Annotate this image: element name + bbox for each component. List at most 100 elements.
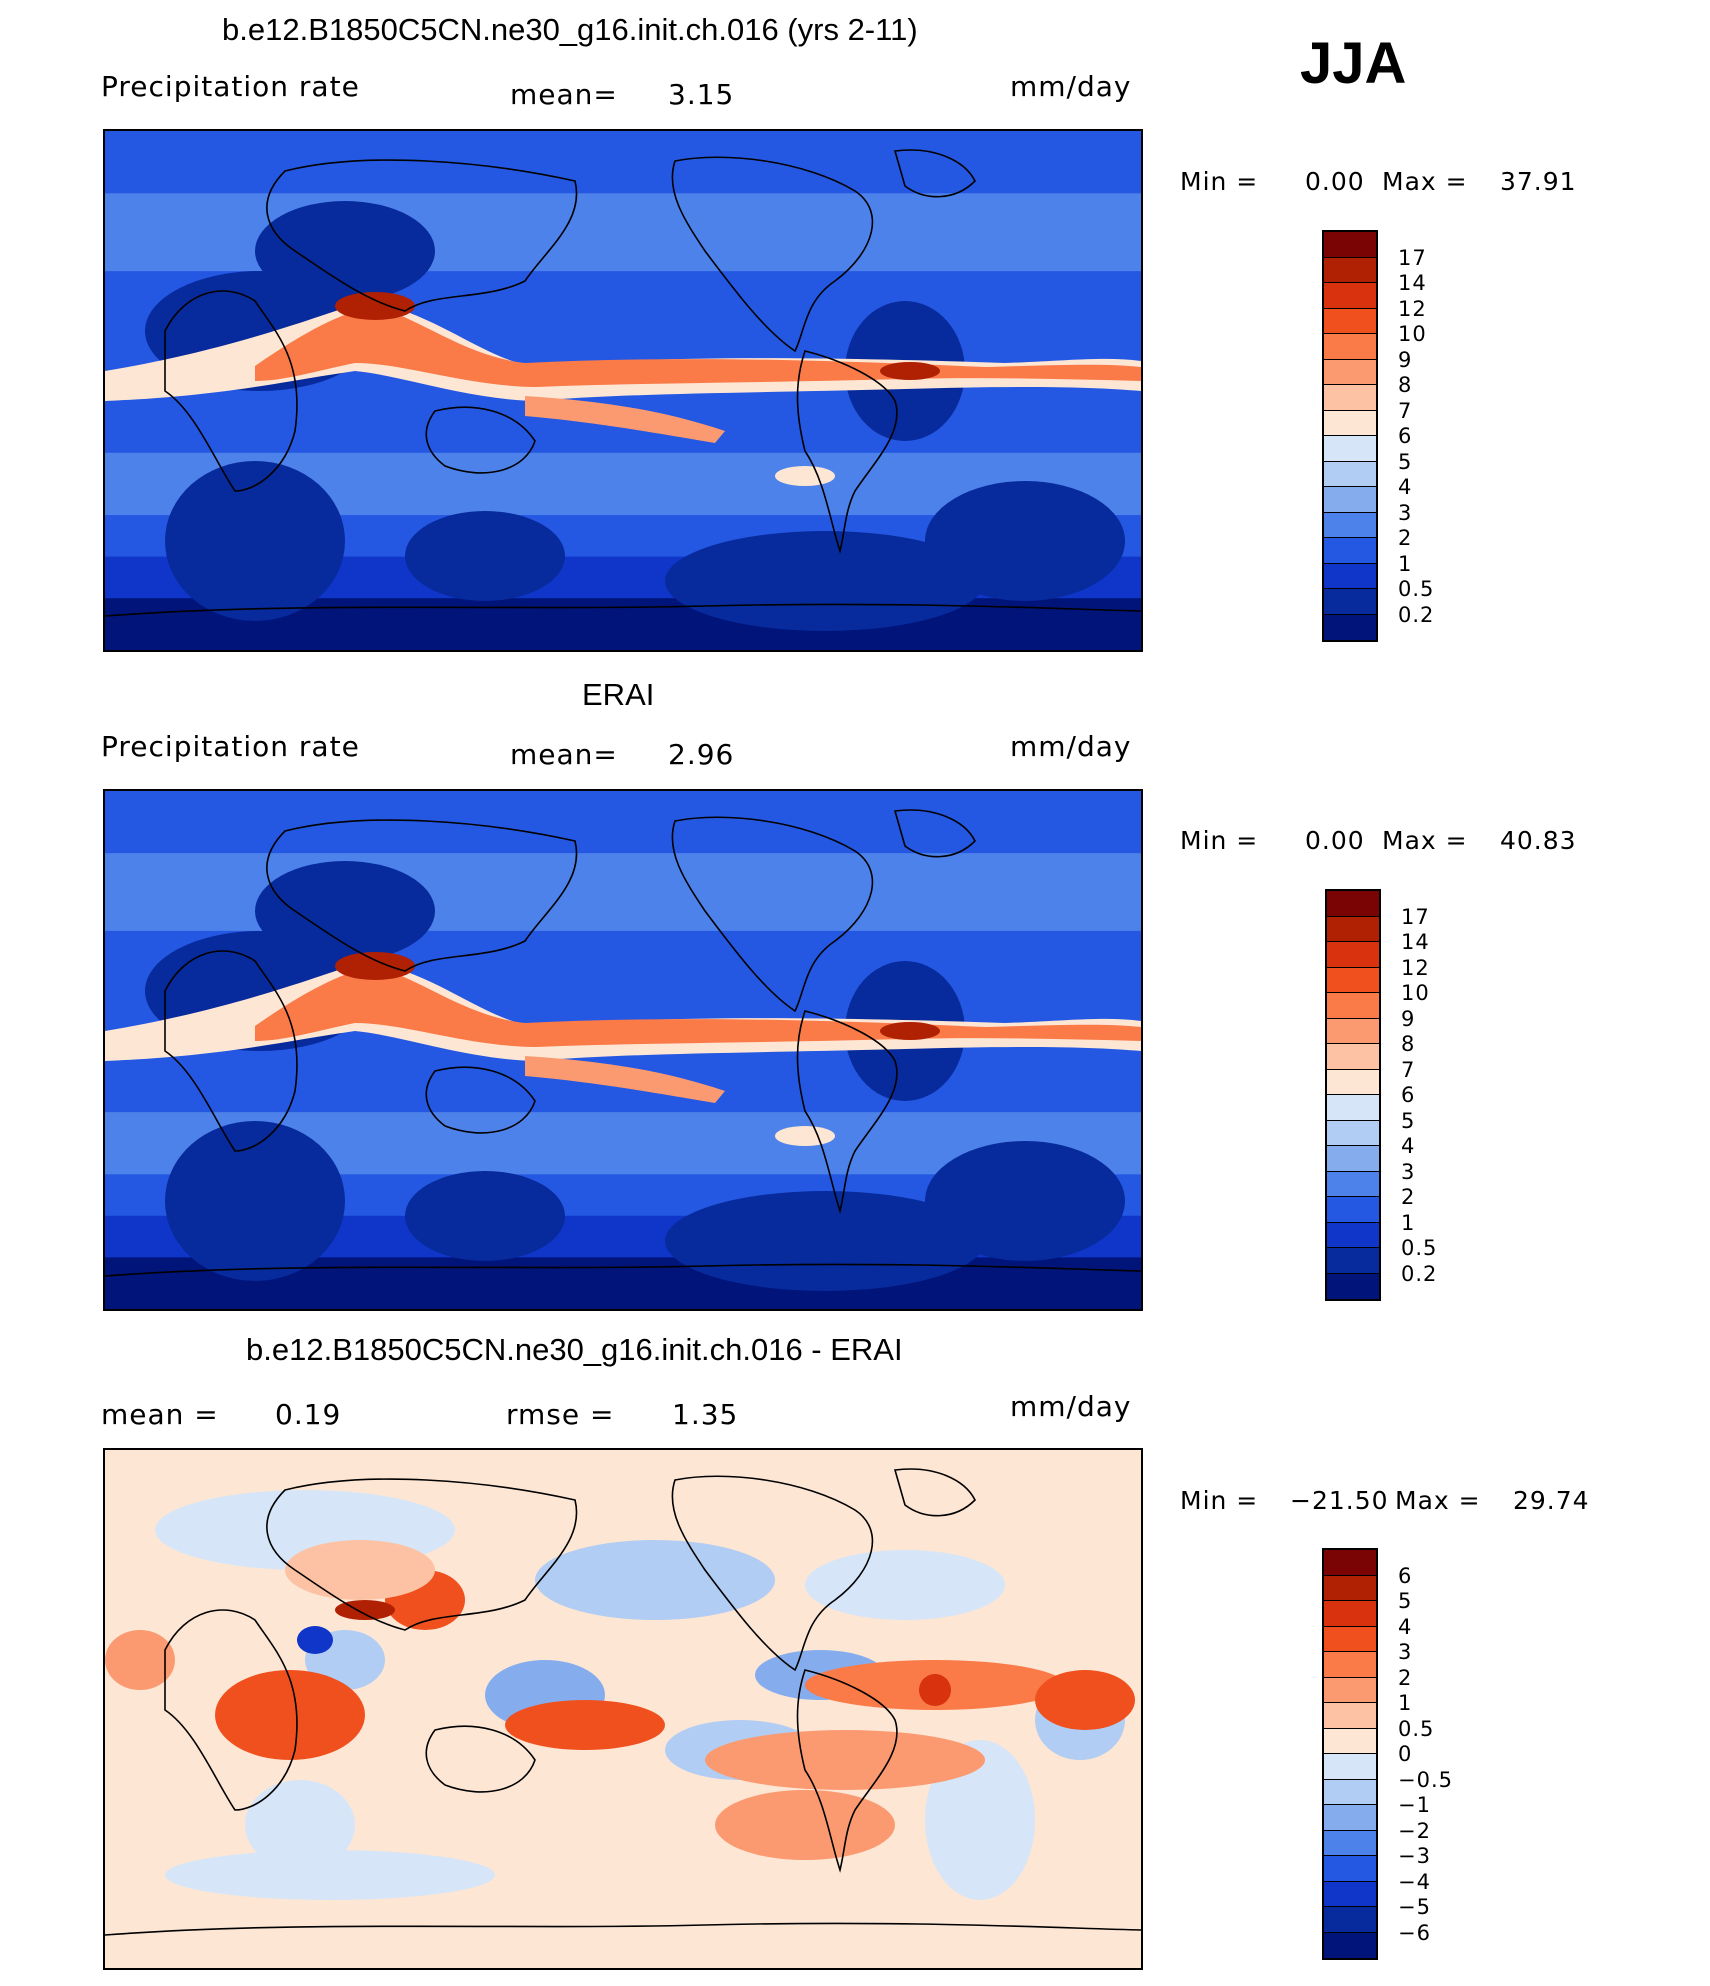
colorbar-segment [1327, 1146, 1379, 1172]
coastline [164, 1609, 298, 1811]
field-max-anomaly [919, 1674, 951, 1706]
season-label: JJA [1300, 31, 1407, 96]
colorbar-tick-label: 5 [1398, 1589, 1413, 1613]
field-max-monsoon [335, 292, 415, 320]
colorbar-tick-label: −6 [1398, 1920, 1431, 1945]
panel-2-mean-label: mean= [510, 738, 618, 771]
coastline [164, 290, 298, 492]
coastline [796, 350, 898, 554]
panel-1-max-value: 37.91 [1500, 167, 1577, 196]
panel-3-map-field [105, 1450, 1141, 1968]
field-spcz [525, 396, 725, 443]
colorbar-segment [1324, 538, 1376, 564]
panel-3-max-label: Max = [1395, 1486, 1481, 1515]
panel-1-max-label: Max = [1382, 167, 1468, 196]
colorbar-tick-label: −0.5 [1398, 1767, 1453, 1792]
coastline [671, 816, 874, 1013]
coastline [893, 1468, 976, 1517]
field-patch [775, 466, 835, 486]
colorbar-tick-label: 14 [1398, 271, 1427, 295]
panel-1-mean-value: 3.15 [668, 78, 735, 111]
coastline [893, 149, 976, 198]
coastline [671, 1475, 874, 1672]
colorbar-tick-label: 10 [1401, 981, 1430, 1005]
colorbar-segment [1324, 1856, 1376, 1882]
colorbar-tick-label: 12 [1401, 955, 1430, 980]
colorbar-tick-label: 0.2 [1398, 602, 1435, 627]
colorbar-tick-label: −3 [1398, 1844, 1431, 1868]
panel-1-variable-label: Precipitation rate [101, 70, 360, 103]
coastline [796, 1010, 898, 1214]
field-negative-anomaly [805, 1550, 1005, 1620]
coastline [425, 1725, 536, 1793]
field-dry-region [165, 461, 345, 621]
colorbar-tick-label: 7 [1401, 1057, 1416, 1082]
colorbar-segment [1324, 1932, 1376, 1958]
colorbar-tick-label: 6 [1401, 1083, 1416, 1107]
panel-2-max-label: Max = [1382, 826, 1468, 855]
colorbar-tick-label: 4 [1398, 475, 1413, 499]
colorbar-tick-label: 0 [1398, 1742, 1413, 1766]
colorbar-tick-label: 17 [1398, 245, 1427, 270]
field-positive-anomaly [715, 1790, 895, 1860]
colorbar-segment [1324, 1907, 1376, 1933]
coastline [105, 1263, 1141, 1277]
field-spcz [525, 1056, 725, 1103]
colorbar-segment [1324, 461, 1376, 487]
colorbar-segment [1324, 1881, 1376, 1907]
colorbar-segment [1327, 1069, 1379, 1095]
colorbar-segment [1324, 1703, 1376, 1729]
colorbar-tick-label: 9 [1398, 347, 1413, 372]
colorbar-segment [1324, 1728, 1376, 1754]
field-dry-region [165, 1121, 345, 1281]
field-max-eastpac [880, 362, 940, 380]
colorbar-segment [1324, 512, 1376, 538]
colorbar-segment [1324, 563, 1376, 589]
colorbar-tick-label: 5 [1398, 449, 1413, 474]
field-patch [775, 1126, 835, 1146]
field-dry-region [255, 201, 435, 301]
coastline [266, 159, 578, 312]
colorbar-tick-label: −1 [1398, 1793, 1431, 1817]
colorbar-tick-label: −4 [1398, 1869, 1431, 1894]
colorbar-tick-label: 6 [1398, 424, 1413, 448]
panel-2-mean-value: 2.96 [668, 738, 735, 771]
colorbar-segment [1324, 410, 1376, 436]
panel-1-min-value: 0.00 [1305, 167, 1365, 196]
panel-2-units: mm/day [1010, 730, 1132, 763]
colorbar-segment [1324, 614, 1376, 640]
colorbar-segment [1324, 1626, 1376, 1652]
colorbar-tick-label: 8 [1398, 373, 1413, 397]
panel-3-title: b.e12.B1850C5CN.ne30_g16.init.ch.016 - E… [246, 1332, 903, 1367]
colorbar-tick-label: 0.5 [1398, 1716, 1435, 1741]
field-max-eastpac [880, 1022, 940, 1040]
panel-1-units: mm/day [1010, 70, 1132, 103]
colorbar-segment [1324, 308, 1376, 334]
field-max-monsoon [335, 952, 415, 980]
colorbar-segment [1324, 232, 1376, 258]
colorbar-segment [1327, 1248, 1379, 1274]
colorbar-tick-label: 5 [1401, 1108, 1416, 1133]
colorbar-segment [1324, 1652, 1376, 1678]
colorbar-segment [1324, 1677, 1376, 1703]
field-min-anomaly [297, 1626, 333, 1654]
colorbar-tick-label: 3 [1398, 500, 1413, 525]
field-max-anomaly [335, 1600, 395, 1620]
colorbar-segment [1324, 1575, 1376, 1601]
panel-3-colorbar [1322, 1548, 1378, 1960]
colorbar-tick-label: 14 [1401, 930, 1430, 954]
colorbar-segment [1327, 1044, 1379, 1070]
colorbar-segment [1327, 967, 1379, 993]
panel-1-mean-label: mean= [510, 78, 618, 111]
panel-3-map [103, 1448, 1143, 1970]
colorbar-segment [1327, 891, 1379, 917]
colorbar-tick-label: 3 [1401, 1159, 1416, 1184]
field-positive-anomaly [1035, 1670, 1135, 1730]
field-positive-anomaly [505, 1700, 665, 1750]
colorbar-segment [1324, 334, 1376, 360]
panel-1-colorbar [1322, 230, 1378, 642]
panel-3-units: mm/day [1010, 1390, 1132, 1423]
colorbar-segment [1324, 385, 1376, 411]
coastline [266, 1478, 578, 1631]
panel-3-min-value: −21.50 [1290, 1486, 1389, 1515]
